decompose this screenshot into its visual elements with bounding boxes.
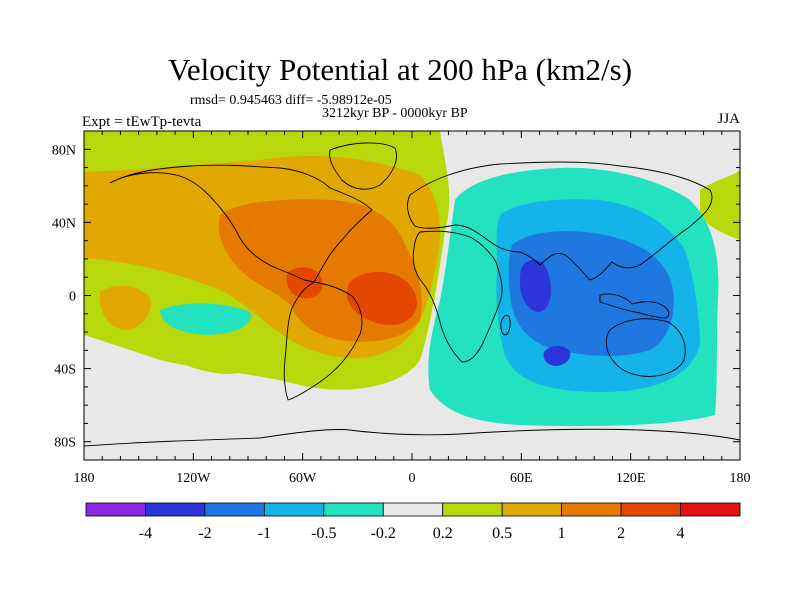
region-positive-peak-west (286, 267, 323, 299)
colorbar-swatch (620, 502, 681, 517)
chart-title: Velocity Potential at 200 hPa (km2/s) (167, 52, 633, 87)
y-tick-label: 0 (69, 290, 76, 305)
tick-marks (83, 131, 741, 460)
stats-text: rmsd= 0.945463 diff= -5.98912e-05 (190, 93, 392, 108)
colorbar-swatch (145, 502, 206, 517)
x-tick-label: 120E (616, 471, 646, 486)
y-tick-label: 40N (52, 216, 76, 231)
region-negative-peak-arabian (519, 260, 551, 312)
coastlines (84, 142, 740, 447)
colorbar-label: 4 (677, 525, 685, 542)
colorbar (85, 502, 741, 517)
coast-maritime (599, 293, 670, 319)
region-positive-broad-east (700, 170, 740, 240)
experiment-label: Expt = tEwTp-tevta (82, 114, 202, 130)
colorbar-label: 2 (617, 525, 625, 542)
x-tick-label: 60E (510, 471, 533, 486)
colorbar-label: -1 (258, 525, 271, 542)
region-negative-peak-indian (543, 346, 571, 366)
x-tick-label: 180 (74, 471, 95, 486)
season-label: JJA (717, 111, 740, 127)
x-tick-label: 120W (176, 471, 211, 486)
region-negative-core (508, 231, 674, 356)
colorbar-label: 1 (558, 525, 566, 542)
colorbar-label: 0.5 (492, 525, 512, 542)
region-positive-broad-southwest (160, 325, 265, 374)
colorbar-swatch (561, 502, 622, 517)
colorbar-swatch (382, 502, 444, 517)
y-tick-label: 80S (54, 436, 76, 451)
x-axis: 180 120W 60W 0 60E 120E 180 (74, 471, 751, 486)
coast-north-america (109, 164, 373, 283)
colorbar-label: -2 (198, 525, 211, 542)
map-field (84, 131, 740, 460)
colorbar-label: -0.2 (371, 525, 396, 542)
colorbar-swatch (323, 502, 384, 517)
colorbar-swatch (501, 502, 563, 517)
coast-greenland (329, 142, 397, 190)
coast-madagascar (500, 314, 511, 336)
coast-africa (412, 230, 503, 363)
chart-subtitle: 3212kyr BP - 0000kyr BP (322, 106, 468, 121)
region-positive-peak-east (346, 271, 417, 325)
x-tick-label: 180 (730, 471, 751, 486)
coast-australia (605, 318, 686, 377)
colorbar-swatch (442, 502, 503, 517)
colorbar-swatch (85, 502, 146, 517)
colorbar-labels: -4 -2 -1 -0.5 -0.2 0.2 0.5 1 2 4 (139, 525, 685, 542)
colorbar-label: -0.5 (311, 525, 336, 542)
region-positive-pacific-blob (99, 285, 151, 330)
colorbar-swatch (263, 502, 325, 517)
coast-antarctica (84, 428, 740, 447)
colorbar-swatch (680, 502, 741, 517)
colorbar-label: 0.2 (433, 525, 453, 542)
colorbar-label: -4 (139, 525, 152, 542)
coast-south-america (283, 281, 363, 401)
y-tick-label: 40S (54, 363, 76, 378)
colorbar-swatch (204, 502, 265, 517)
coast-europe-asia (407, 161, 713, 281)
y-axis: 80N 40N 0 40S 80S (52, 143, 76, 450)
region-negative-pacific-blob (160, 303, 251, 335)
x-tick-label: 60W (289, 471, 317, 486)
y-tick-label: 80N (52, 143, 76, 158)
x-tick-label: 0 (409, 471, 416, 486)
